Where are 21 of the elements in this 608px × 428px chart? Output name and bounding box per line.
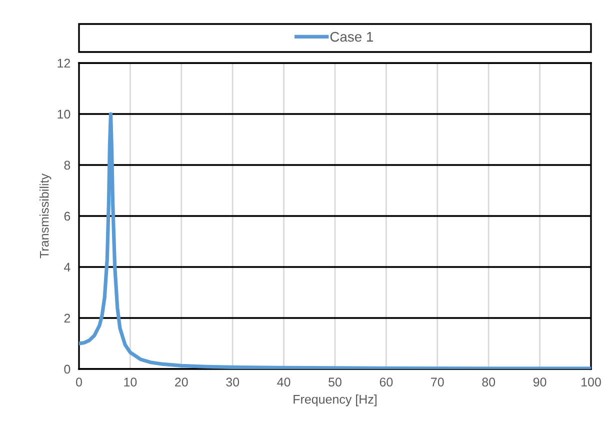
y-tick-label: 12 (58, 58, 70, 68)
y-tick-label: 6 (64, 212, 70, 221)
x-tick-label: 50 (328, 378, 342, 387)
x-tick-label: 30 (226, 378, 240, 387)
x-tick-label: 0 (76, 378, 82, 387)
x-tick-label: 90 (533, 378, 546, 387)
y-tick-label: 8 (64, 160, 70, 170)
x-tick-label: 10 (124, 378, 137, 387)
y-tick-label: 0 (64, 364, 70, 374)
x-tick-label: 100 (582, 378, 601, 387)
y-axis-title: Transmissibility (40, 174, 52, 258)
x-tick-label: 80 (482, 378, 496, 387)
x-tick-label: 20 (175, 378, 188, 387)
x-tick-label: 40 (277, 378, 290, 387)
x-axis-title: Frequency [Hz] (294, 394, 376, 406)
x-tick-label: 60 (380, 378, 393, 387)
y-tick-label: 4 (64, 262, 70, 272)
y-tick-label: 2 (64, 314, 70, 323)
y-tick-label: 10 (58, 110, 70, 119)
x-tick-label: 70 (431, 378, 444, 387)
legend-label: Case 1 (330, 32, 373, 42)
